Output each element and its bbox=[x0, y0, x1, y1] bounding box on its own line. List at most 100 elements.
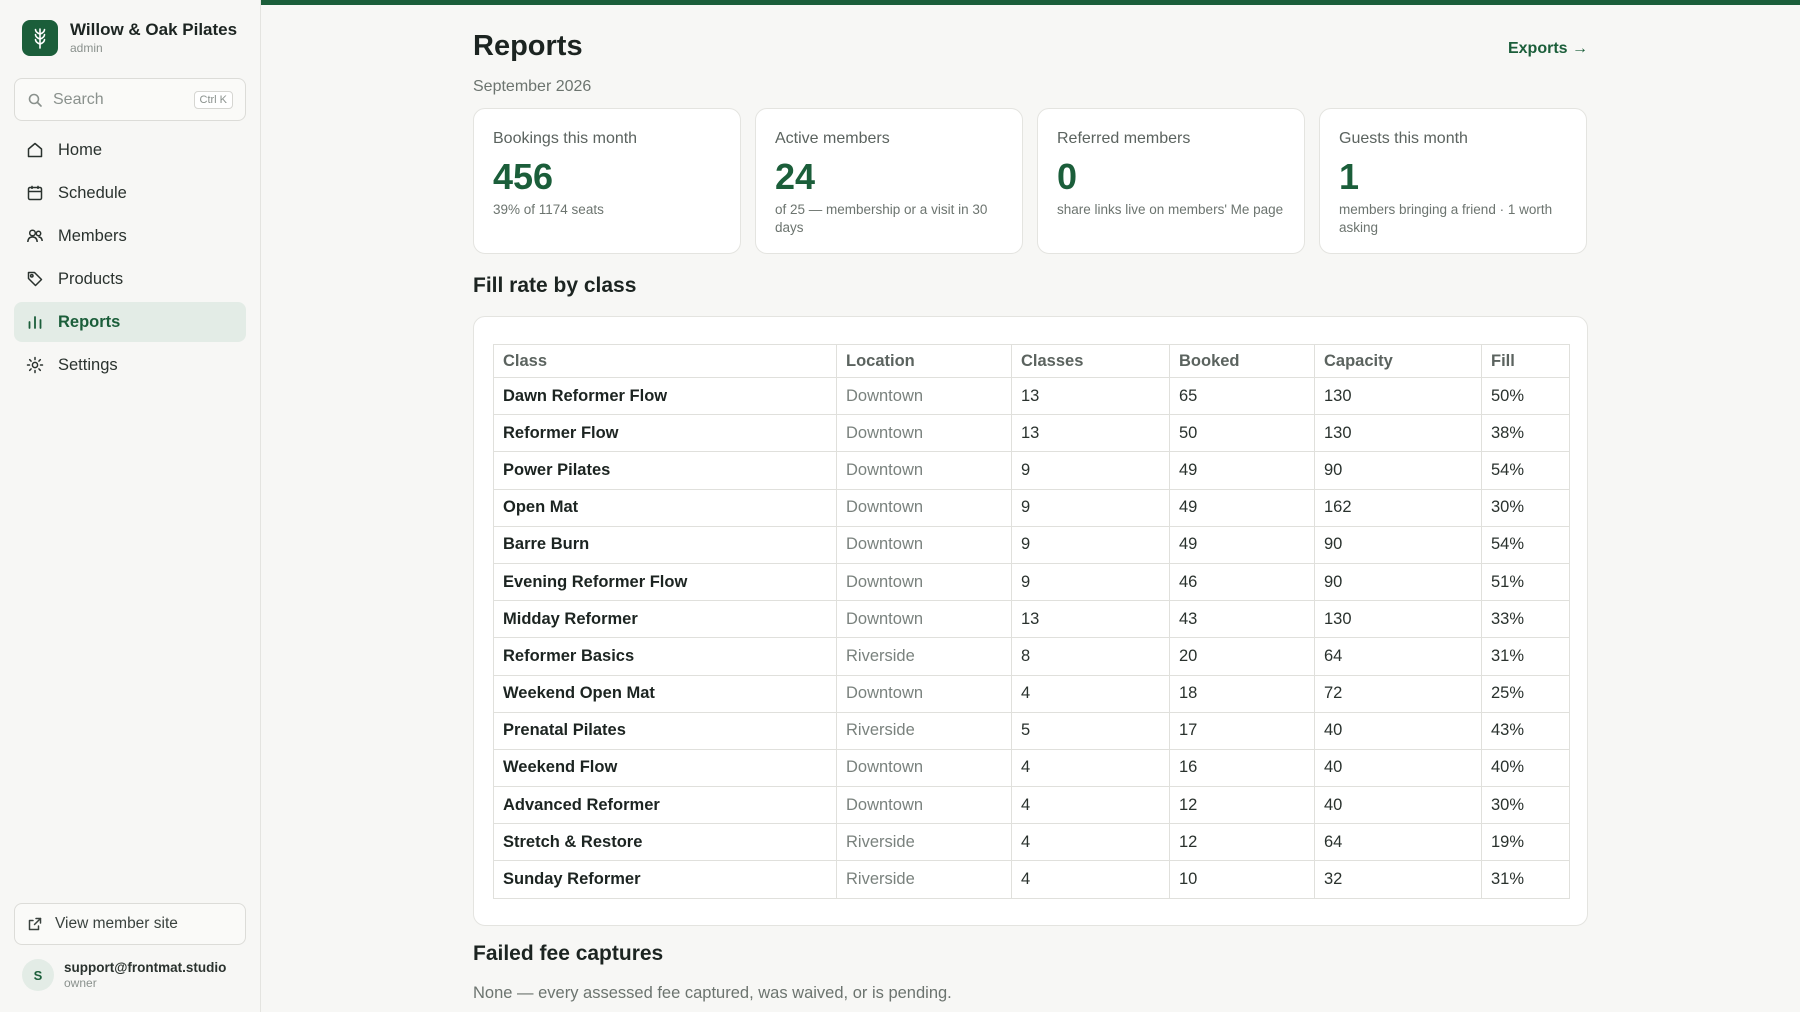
avatar: S bbox=[22, 959, 54, 991]
classes-cell: 8 bbox=[1011, 637, 1170, 676]
fill-cell: 50% bbox=[1481, 376, 1570, 416]
user-profile[interactable]: S support@frontmat.studio owner bbox=[22, 959, 226, 991]
classes-cell: 9 bbox=[1011, 525, 1170, 564]
location-cell: Downtown bbox=[836, 414, 1012, 453]
column-header-classes: Classes bbox=[1011, 344, 1170, 378]
classes-cell: 5 bbox=[1011, 711, 1170, 750]
fill-cell: 30% bbox=[1481, 488, 1570, 527]
fill-cell: 40% bbox=[1481, 748, 1570, 788]
table-header-row: Class Location Classes Booked Capacity F… bbox=[493, 344, 1570, 378]
stat-note: of 25 — membership or a visit in 30 days bbox=[775, 202, 988, 235]
capacity-cell: 90 bbox=[1314, 525, 1482, 564]
capacity-cell: 130 bbox=[1314, 414, 1482, 453]
table-row: Open Mat Downtown 9 49 162 30% bbox=[493, 488, 1570, 527]
tag-icon bbox=[26, 270, 44, 288]
fill-cell: 30% bbox=[1481, 786, 1570, 825]
booked-cell: 12 bbox=[1169, 823, 1315, 862]
search-placeholder: Search bbox=[53, 90, 104, 108]
stat-label: Active members bbox=[775, 130, 890, 147]
sidebar-item-schedule[interactable]: Schedule bbox=[14, 173, 246, 213]
class-name-cell: Stretch & Restore bbox=[493, 823, 837, 862]
table-row: Advanced Reformer Downtown 4 12 40 30% bbox=[493, 786, 1570, 825]
capacity-cell: 40 bbox=[1314, 711, 1482, 750]
booked-cell: 49 bbox=[1169, 525, 1315, 564]
column-header-class: Class bbox=[493, 344, 837, 378]
table-row: Dawn Reformer Flow Downtown 13 65 130 50% bbox=[493, 376, 1570, 416]
sidebar-item-reports[interactable]: Reports bbox=[14, 302, 246, 342]
capacity-cell: 90 bbox=[1314, 451, 1482, 490]
failed-fees-text: None — every assessed fee captured, was … bbox=[473, 984, 952, 1002]
capacity-cell: 162 bbox=[1314, 488, 1482, 527]
fill-cell: 25% bbox=[1481, 674, 1570, 713]
user-role: owner bbox=[64, 976, 97, 990]
location-cell: Downtown bbox=[836, 786, 1012, 825]
classes-cell: 4 bbox=[1011, 674, 1170, 713]
sidebar-item-label: Settings bbox=[58, 355, 118, 374]
booked-cell: 17 bbox=[1169, 711, 1315, 750]
fill-rate-table-body: Dawn Reformer Flow Downtown 13 65 130 50% Refo… bbox=[493, 376, 1570, 899]
stat-card-referred-members: Referred members 0 share links live on m… bbox=[1037, 108, 1305, 254]
capacity-cell: 40 bbox=[1314, 748, 1482, 788]
classes-cell: 9 bbox=[1011, 488, 1170, 527]
external-link-icon bbox=[27, 916, 43, 932]
capacity-cell: 90 bbox=[1314, 562, 1482, 602]
location-cell: Downtown bbox=[836, 600, 1012, 639]
search-shortcut-badge: Ctrl K bbox=[193, 90, 233, 109]
capacity-cell: 130 bbox=[1314, 600, 1482, 639]
stat-label: Bookings this month bbox=[493, 130, 638, 147]
stat-label: Referred members bbox=[1057, 130, 1191, 147]
booked-cell: 43 bbox=[1169, 600, 1315, 639]
sidebar-item-members[interactable]: Members bbox=[14, 216, 246, 256]
sidebar-item-products[interactable]: Products bbox=[14, 259, 246, 299]
fill-cell: 31% bbox=[1481, 637, 1570, 676]
location-cell: Downtown bbox=[836, 451, 1012, 490]
fill-cell: 51% bbox=[1481, 562, 1570, 602]
class-name-cell: Weekend Flow bbox=[493, 748, 837, 788]
sidebar-item-home[interactable]: Home bbox=[14, 130, 246, 170]
table-row: Prenatal Pilates Riverside 5 17 40 43% bbox=[493, 711, 1570, 750]
location-cell: Riverside bbox=[836, 823, 1012, 862]
class-name-cell: Evening Reformer Flow bbox=[493, 562, 837, 602]
classes-cell: 13 bbox=[1011, 414, 1170, 453]
sidebar-item-label: Members bbox=[58, 226, 127, 245]
search-input[interactable]: Search Ctrl K bbox=[14, 78, 246, 121]
booked-cell: 10 bbox=[1169, 860, 1315, 899]
sidebar-item-settings[interactable]: Settings bbox=[14, 345, 246, 385]
brand[interactable]: Willow & Oak Pilates admin bbox=[22, 20, 237, 56]
capacity-cell: 64 bbox=[1314, 637, 1482, 676]
table-row: Weekend Flow Downtown 4 16 40 40% bbox=[493, 748, 1570, 788]
table-row: Sunday Reformer Riverside 4 10 32 31% bbox=[493, 860, 1570, 899]
booked-cell: 16 bbox=[1169, 748, 1315, 788]
class-name-cell: Weekend Open Mat bbox=[493, 674, 837, 713]
exports-link[interactable]: Exports → bbox=[1507, 40, 1588, 57]
fill-cell: 54% bbox=[1481, 451, 1570, 490]
fill-cell: 19% bbox=[1481, 823, 1570, 862]
view-member-site-button[interactable]: View member site bbox=[14, 903, 246, 945]
table-row: Stretch & Restore Riverside 4 12 64 19% bbox=[493, 823, 1570, 862]
sidebar-nav: Home Schedule Members bbox=[14, 130, 246, 388]
fill-rate-card: Class Location Classes Booked Capacity F… bbox=[473, 316, 1588, 926]
stat-label: Guests this month bbox=[1339, 130, 1468, 147]
booked-cell: 46 bbox=[1169, 562, 1315, 602]
location-cell: Riverside bbox=[836, 711, 1012, 750]
wheat-logo-icon bbox=[22, 20, 58, 56]
stat-card-bookings: Bookings this month 456 39% of 1174 seat… bbox=[473, 108, 741, 254]
location-cell: Riverside bbox=[836, 860, 1012, 899]
column-header-capacity: Capacity bbox=[1314, 344, 1482, 378]
classes-cell: 9 bbox=[1011, 451, 1170, 490]
stat-card-guests: Guests this month 1 members bringing a f… bbox=[1319, 108, 1587, 254]
table-row: Reformer Flow Downtown 13 50 130 38% bbox=[493, 414, 1570, 453]
user-email: support@frontmat.studio bbox=[64, 960, 227, 975]
capacity-cell: 32 bbox=[1314, 860, 1482, 899]
table-row: Barre Burn Downtown 9 49 90 54% bbox=[493, 525, 1570, 564]
search-icon bbox=[27, 92, 43, 108]
class-name-cell: Reformer Flow bbox=[493, 414, 837, 453]
column-header-fill: Fill bbox=[1481, 344, 1570, 378]
location-cell: Downtown bbox=[836, 525, 1012, 564]
fill-cell: 54% bbox=[1481, 525, 1570, 564]
class-name-cell: Midday Reformer bbox=[493, 600, 837, 639]
brand-role: admin bbox=[70, 41, 103, 55]
stat-value: 24 bbox=[775, 156, 816, 197]
location-cell: Downtown bbox=[836, 562, 1012, 602]
fill-rate-title: Fill rate by class bbox=[473, 274, 637, 297]
